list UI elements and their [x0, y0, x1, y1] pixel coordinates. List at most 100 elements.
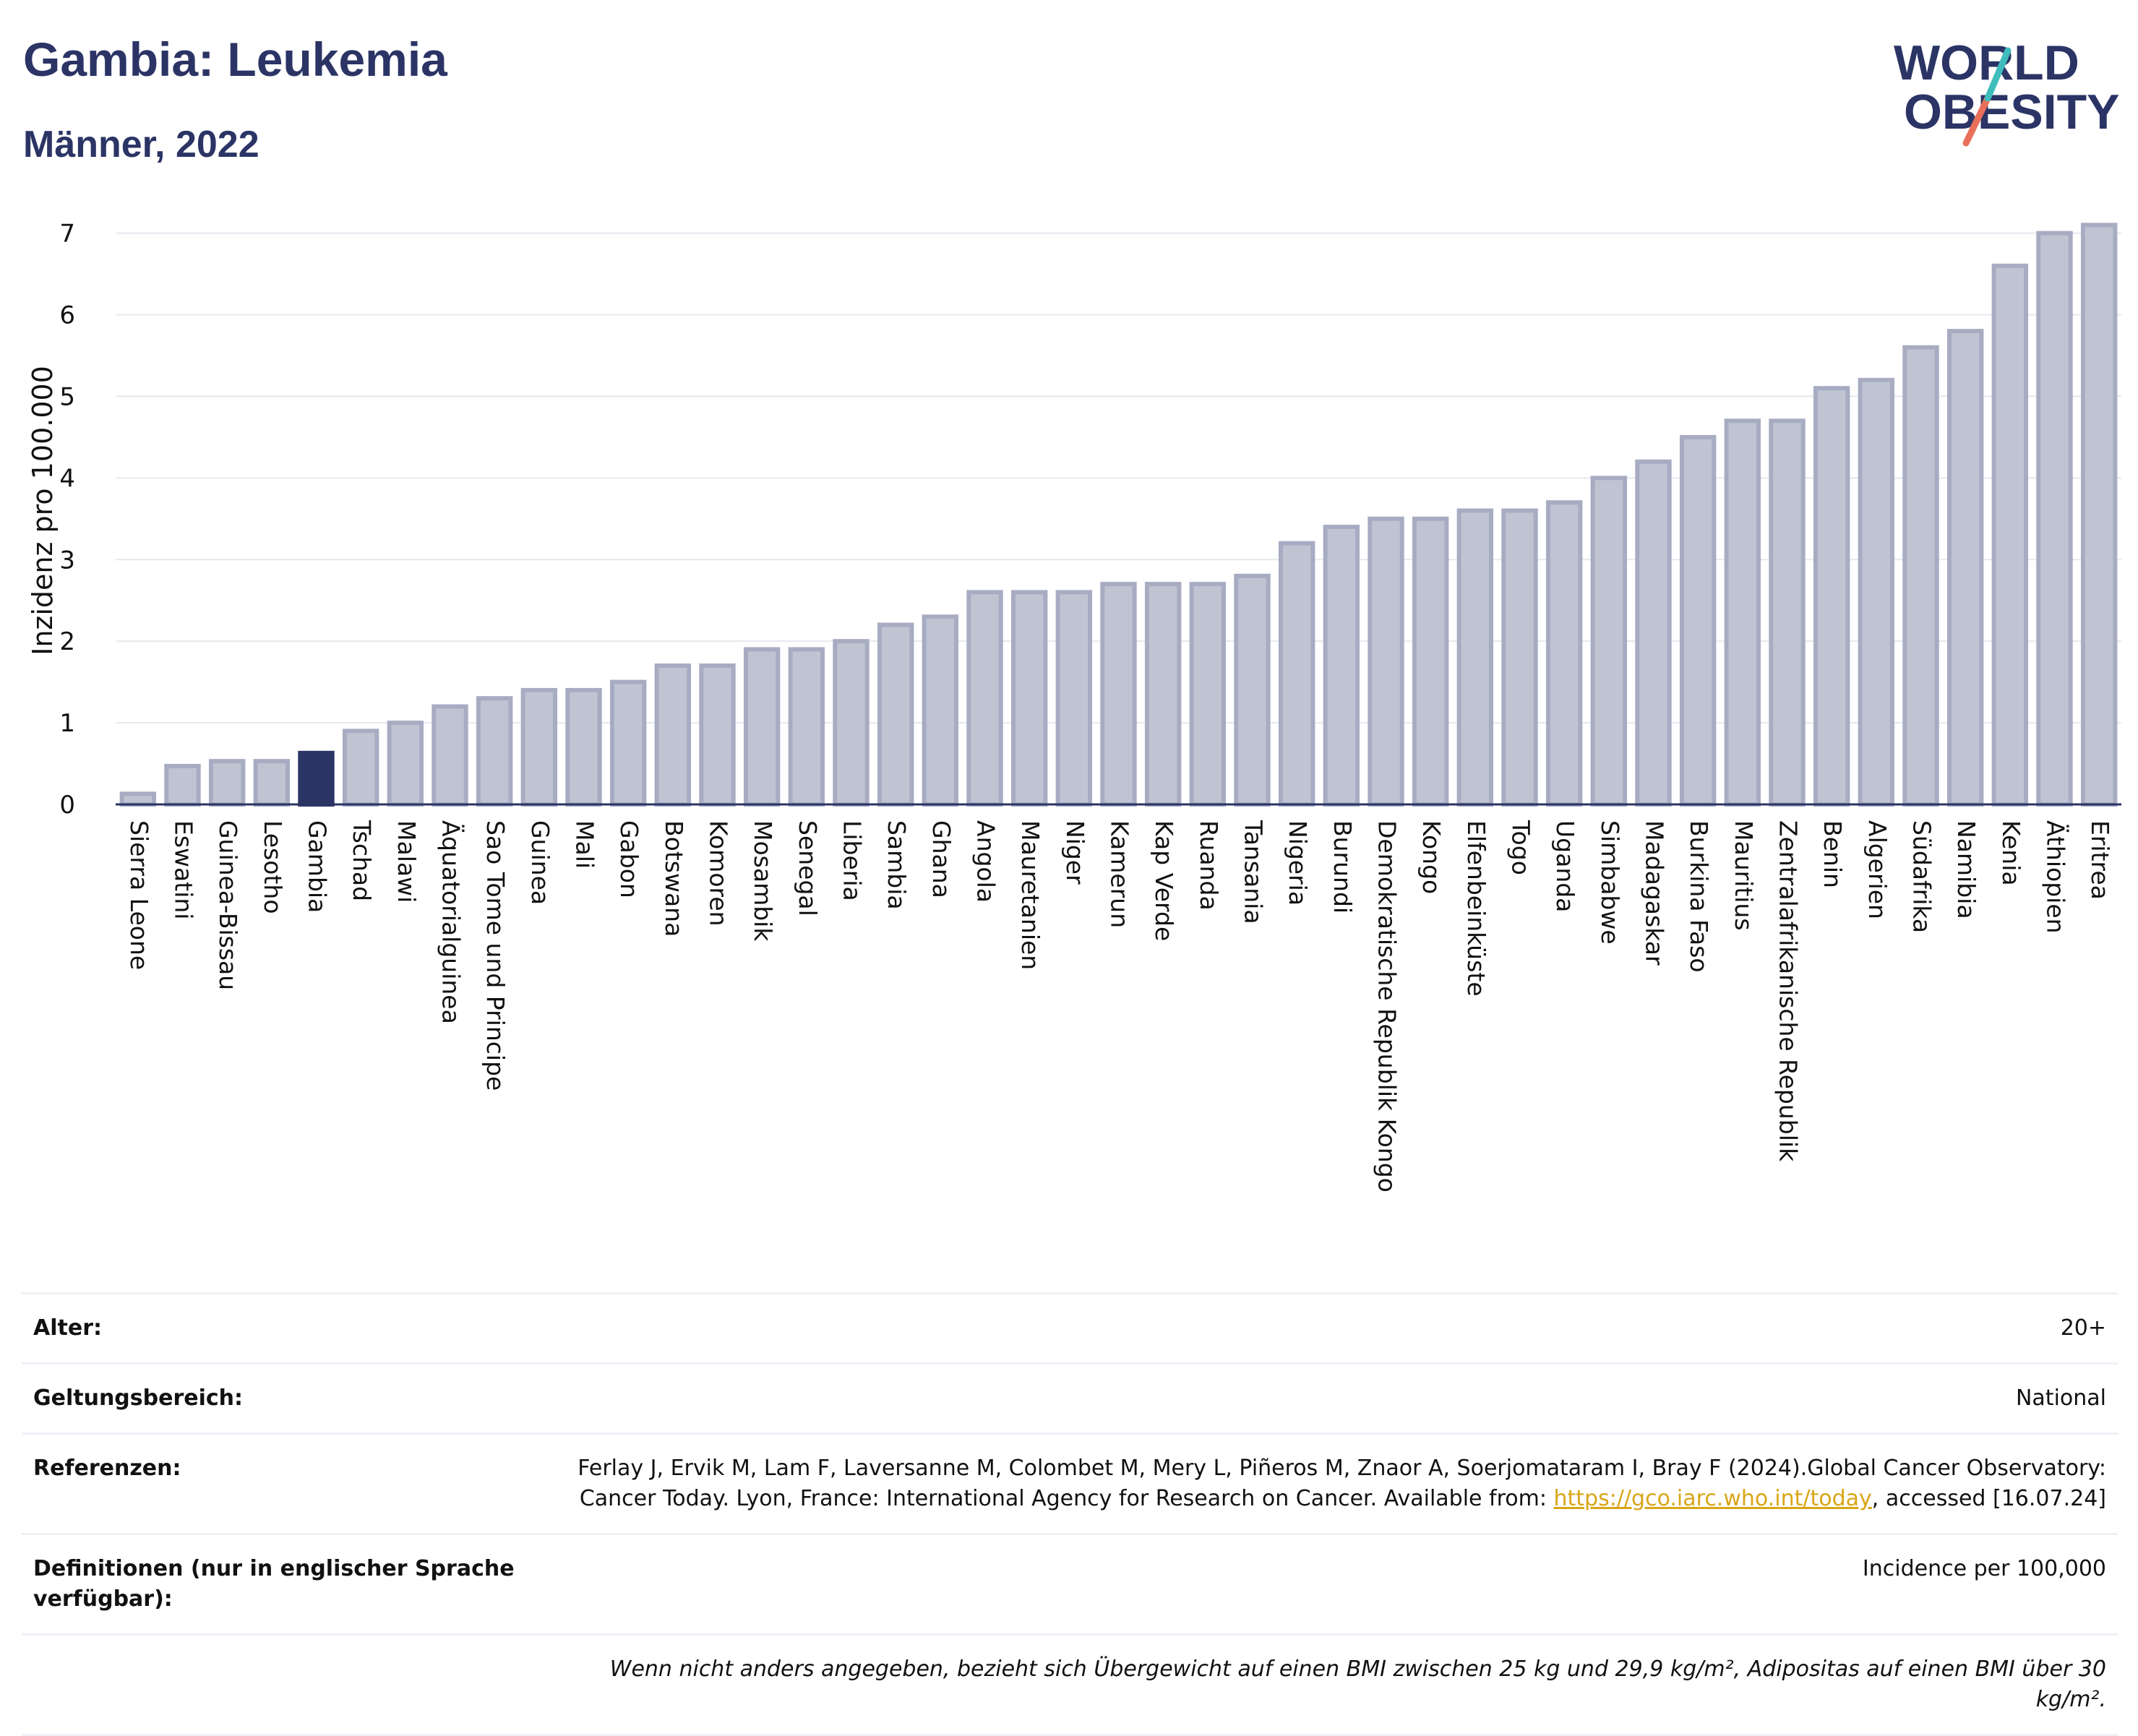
bar-namibia	[1946, 329, 1984, 807]
x-tick-label: Benin	[1819, 820, 1847, 888]
bar-chart: 0 1 2 3 4 5 6 7 Sierra Leone Eswatini Guinea-Biss…	[27, 220, 2121, 1193]
x-tick-label: Namibia	[1952, 820, 1980, 919]
bar-burundi	[1323, 525, 1360, 807]
footnote: Wenn nicht anders angegeben, bezieht sic…	[609, 1656, 2106, 1712]
logo-line-2: OBESITY	[1904, 85, 2120, 139]
age-label: Alter:	[33, 1315, 102, 1341]
info-row-note: Wenn nicht anders angegeben, bezieht sic…	[22, 1633, 2118, 1736]
x-tick-label: Eritrea	[2086, 820, 2114, 900]
bar-nigeria	[1278, 541, 1315, 807]
bar-senegal	[788, 647, 825, 807]
x-tick-label: Malawi	[392, 820, 421, 903]
bar-gabon	[609, 679, 647, 807]
x-tick-label: Mauritius	[1730, 820, 1758, 931]
bar-sambia	[877, 622, 914, 807]
x-tick-label: Äquatorialguinea	[437, 820, 465, 1024]
y-tick-label: 2	[59, 627, 75, 656]
info-table: Alter: 20+ Geltungsbereich: National Ref…	[22, 1292, 2118, 1736]
bar-mauretanien	[1010, 590, 1048, 807]
scope-value: National	[2015, 1385, 2106, 1411]
info-row-scope: Geltungsbereich: National	[22, 1362, 2118, 1432]
x-tick-label: Uganda	[1551, 820, 1579, 912]
x-tick-label: Ghana	[927, 820, 956, 898]
x-tick-label: Südafrika	[1908, 820, 1936, 933]
y-tick-label: 0	[59, 791, 75, 820]
bar-botswana	[654, 663, 692, 807]
x-tick-label: Lesotho	[259, 820, 287, 914]
age-value: 20+	[2060, 1315, 2106, 1341]
bar-demokratische-republik-kongo	[1368, 516, 1404, 807]
logo-line-1: WORLD	[1894, 35, 2079, 90]
bar-madagaskar	[1635, 459, 1672, 807]
bar-ghana	[922, 614, 959, 807]
bar-sierra-leone	[119, 791, 157, 807]
x-tick-label: Madagaskar	[1641, 820, 1669, 966]
bar-guinea	[520, 687, 558, 807]
bar-lesotho	[253, 759, 291, 807]
bar-mali	[565, 687, 602, 807]
x-tick-label: Sao Tome und Principe	[481, 820, 510, 1091]
bar-zentralafrikanische-republik	[1769, 418, 1806, 807]
bar-kap-verde	[1144, 582, 1182, 807]
x-tick-label: Niger	[1061, 820, 1089, 885]
x-tick-label: Liberia	[838, 820, 867, 901]
bar-komoren	[699, 663, 736, 807]
x-tick-label: Burkina Faso	[1685, 820, 1713, 973]
x-tick-label: Burundi	[1328, 820, 1357, 914]
y-tick-label: 3	[59, 546, 75, 575]
references-label: Referenzen:	[33, 1456, 181, 1481]
x-tick-label: Mauretanien	[1016, 820, 1044, 970]
bar-mauritius	[1724, 418, 1761, 807]
x-tick-label: Eswatini	[170, 820, 198, 919]
scope-label: Geltungsbereich:	[33, 1385, 244, 1411]
x-tick-label: Zentralafrikanische Republik	[1774, 820, 1803, 1162]
info-row-definitions: Definitionen (nur in englischer Sprache …	[22, 1533, 2118, 1633]
bar-niger	[1055, 590, 1093, 807]
x-tick-label: Demokratische Republik Kongo	[1373, 820, 1401, 1193]
definitions-value: Incidence per 100,000	[1862, 1556, 2106, 1581]
bar-uganda	[1545, 500, 1583, 807]
bars	[119, 223, 2118, 807]
x-tick-label: Kap Verde	[1150, 820, 1178, 941]
x-tick-label: Kamerun	[1106, 820, 1134, 928]
bar-kenia	[1991, 263, 2029, 807]
bar-burkina-faso	[1679, 434, 1717, 807]
page-subtitle: Männer, 2022	[23, 124, 259, 166]
bar-eritrea	[2080, 223, 2118, 807]
info-row-age: Alter: 20+	[22, 1292, 2118, 1362]
references-text-1: Ferlay J, Ervik M, Lam F, Laversanne M, …	[578, 1456, 2106, 1511]
x-tick-label: Tschad	[348, 820, 376, 901]
x-tick-label: Elfenbeinküste	[1462, 820, 1490, 997]
info-row-references: Referenzen: Ferlay J, Ervik M, Lam F, La…	[22, 1432, 2118, 1533]
bar-sao-tome-und-principe	[476, 696, 513, 807]
x-tick-label: Algerien	[1863, 820, 1892, 919]
y-tick-label: 6	[59, 301, 75, 330]
y-tick-label: 7	[59, 220, 75, 249]
references-link[interactable]: https://gco.iarc.who.int/today	[1553, 1486, 1872, 1511]
world-obesity-logo: WORLD OBESITY	[1894, 35, 2120, 147]
bar-äthiopien	[2036, 231, 2073, 807]
x-tick-label: Angola	[972, 820, 1000, 903]
x-tick-label: Togo	[1507, 820, 1535, 875]
x-tick-label: Tansania	[1240, 820, 1268, 924]
x-tick-label: Ruanda	[1195, 820, 1223, 911]
x-tick-label: Sierra Leone	[125, 820, 153, 970]
references-text-2: , accessed [16.07.24]	[1871, 1486, 2106, 1511]
bar-malawi	[387, 721, 424, 807]
bar-tschad	[342, 729, 379, 807]
bar-benin	[1813, 386, 1850, 807]
x-tick-label: Sambia	[883, 820, 911, 910]
x-tick-label: Gambia	[304, 820, 332, 913]
x-tick-label: Mosambik	[749, 820, 777, 942]
bar-algerien	[1858, 377, 1895, 807]
bar-kongo	[1412, 516, 1449, 807]
y-tick-label: 4	[59, 464, 75, 493]
y-axis-ticks: 0 1 2 3 4 5 6 7	[59, 220, 75, 820]
y-tick-label: 1	[59, 709, 75, 738]
x-tick-label: Gabon	[615, 820, 643, 898]
y-axis-label: Inzidenz pro 100.000	[27, 366, 59, 656]
bar-gambia	[298, 750, 335, 807]
bar-äquatorialguinea	[432, 704, 468, 807]
y-tick-label: 5	[59, 382, 75, 411]
bar-elfenbeinküste	[1456, 508, 1494, 807]
